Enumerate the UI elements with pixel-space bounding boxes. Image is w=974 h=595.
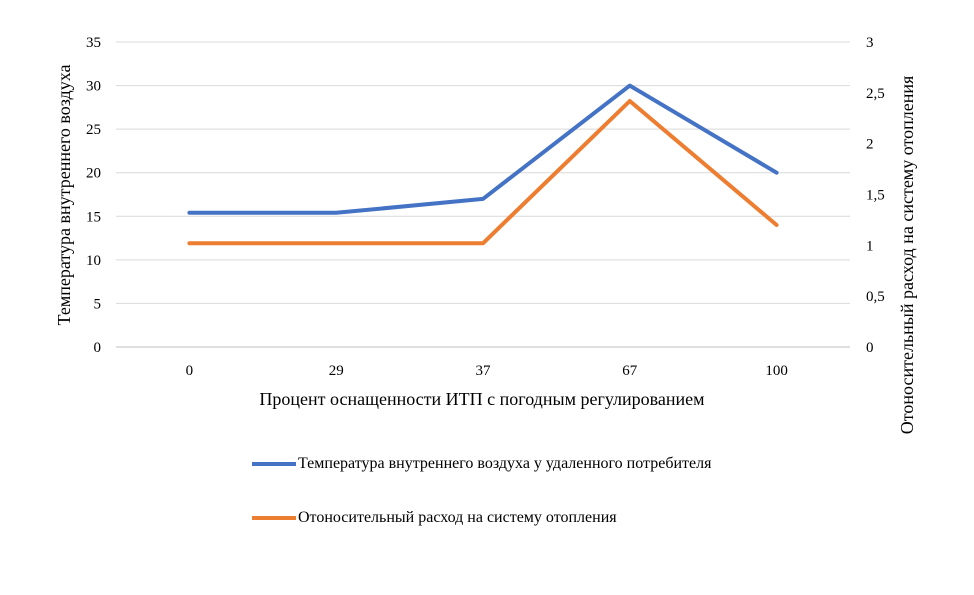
legend-item-flow: Отоносительный расход на систему отоплен…: [252, 507, 712, 528]
x-tick-label: 29: [329, 363, 344, 379]
y-right-tick-label: 2: [866, 137, 874, 153]
y-left-tick-label: 30: [86, 79, 101, 95]
y-right-tick-label: 0,5: [866, 289, 885, 305]
x-axis-title: Процент оснащенности ИТП с погодным регу…: [259, 389, 704, 409]
y-right-tick-label: 0: [866, 340, 874, 356]
y-left-tick-label: 35: [86, 35, 101, 51]
legend-label-flow: Отоносительный расход на систему отоплен…: [298, 509, 617, 526]
legend-swatch-temperature: [252, 462, 296, 466]
y-left-tick-label: 10: [86, 253, 101, 269]
x-tick-label: 100: [765, 363, 788, 379]
y-left-tick-label: 0: [94, 340, 102, 356]
left-axis-ticks: 0 5 10 15 20 25 30 35: [86, 35, 101, 356]
y-left-tick-label: 25: [86, 122, 101, 138]
y-left-tick-label: 15: [86, 209, 101, 225]
y-right-tick-label: 2,5: [866, 86, 885, 102]
legend-item-temperature: Температура внутреннего воздуха у удален…: [252, 453, 712, 474]
y-right-tick-label: 3: [866, 35, 874, 51]
legend: Температура внутреннего воздуха у удален…: [252, 453, 712, 561]
y-right-tick-label: 1: [866, 238, 874, 254]
gridlines: [116, 41, 850, 348]
series-line-temperature: [187, 83, 779, 215]
series-line-flow: [187, 99, 779, 246]
x-axis-ticks: 0 29 37 67 100: [186, 363, 788, 379]
y-right-tick-label: 1,5: [866, 188, 885, 204]
series-lines: [187, 83, 779, 246]
y-left-tick-label: 5: [94, 296, 102, 312]
legend-swatch-flow: [252, 516, 296, 520]
legend-label-temperature: Температура внутреннего воздуха у удален…: [298, 455, 712, 472]
x-tick-label: 67: [622, 363, 638, 379]
x-tick-label: 37: [476, 363, 492, 379]
y-left-tick-label: 20: [86, 166, 101, 182]
left-axis-title: Температура внутреннего воздуха: [54, 65, 74, 326]
right-axis-title: Отоносительный расход на систему отоплен…: [897, 76, 917, 434]
x-tick-label: 0: [186, 363, 194, 379]
right-axis-ticks: 0 0,5 1 1,5 2 2,5 3: [866, 35, 885, 356]
